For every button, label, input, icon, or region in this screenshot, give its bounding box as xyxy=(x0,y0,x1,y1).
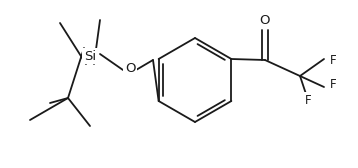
Text: F: F xyxy=(305,94,311,107)
Text: F: F xyxy=(330,78,337,92)
Text: F: F xyxy=(330,54,337,68)
Text: Si: Si xyxy=(84,50,96,62)
Text: O: O xyxy=(125,61,135,74)
Text: O: O xyxy=(260,13,270,27)
